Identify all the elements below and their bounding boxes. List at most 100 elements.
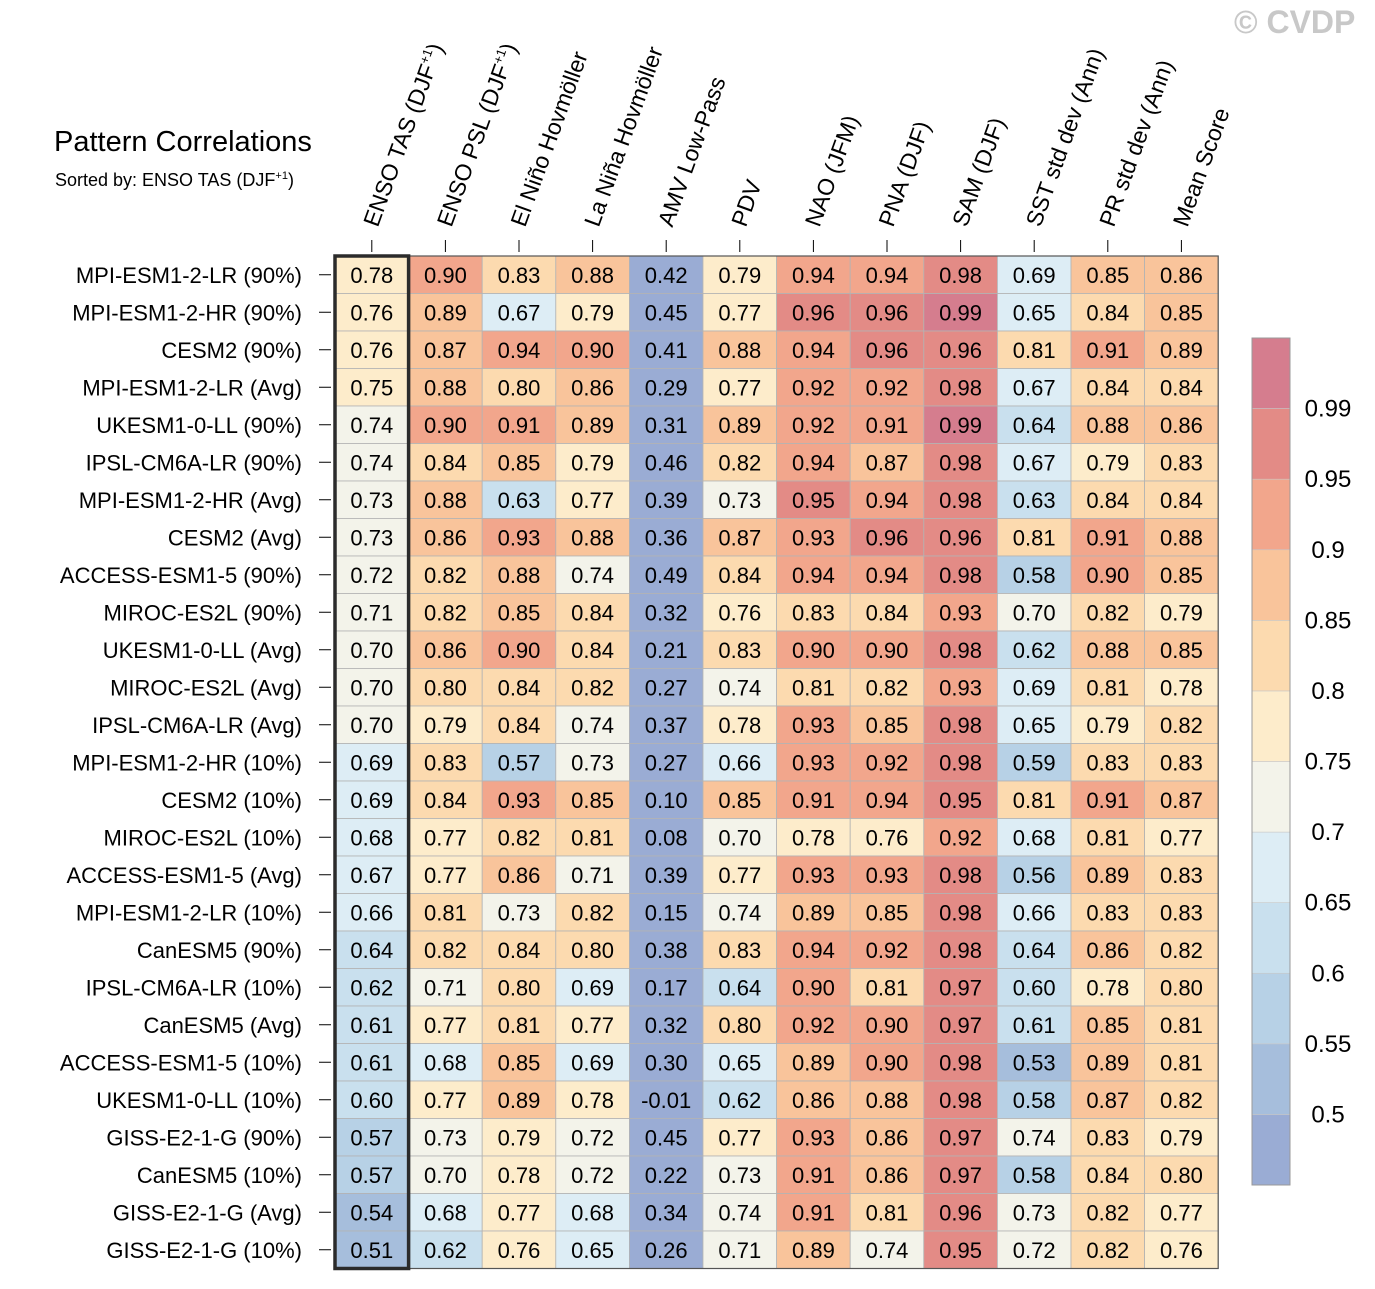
cell-value: 0.62 — [1013, 638, 1056, 663]
cell-value: 0.88 — [1086, 413, 1129, 438]
colorbar-label: 0.5 — [1311, 1101, 1344, 1128]
colorbar-segment — [1251, 478, 1291, 551]
heatmap-cell — [408, 518, 483, 557]
cell-value: 0.39 — [645, 863, 688, 888]
cell-value: 0.90 — [1086, 563, 1129, 588]
heatmap-cell — [923, 1005, 998, 1044]
cell-value: 0.78 — [571, 1088, 614, 1113]
cell-value: 0.17 — [645, 975, 688, 1000]
cell-value: 0.81 — [571, 825, 614, 850]
cell-value: 0.92 — [866, 375, 909, 400]
cell-value: 0.79 — [1086, 450, 1129, 475]
heatmap-cell — [555, 443, 630, 482]
cell-value: 0.89 — [1086, 863, 1129, 888]
cell-value: 0.91 — [866, 413, 909, 438]
cell-value: 0.67 — [1013, 375, 1056, 400]
cell-value: 0.30 — [645, 1050, 688, 1075]
cell-value: 0.22 — [645, 1163, 688, 1188]
cell-value: 0.82 — [571, 675, 614, 700]
cell-value: 0.76 — [350, 338, 393, 363]
heatmap-cell — [776, 1230, 851, 1269]
cell-value: 0.77 — [571, 488, 614, 513]
cell-value: 0.91 — [1086, 525, 1129, 550]
cell-value: 0.64 — [350, 938, 393, 963]
cell-value: 0.34 — [645, 1200, 688, 1225]
cell-value: 0.94 — [792, 338, 835, 363]
cell-value: 0.72 — [350, 563, 393, 588]
heatmap-cell — [629, 818, 704, 857]
cell-value: 0.81 — [866, 1200, 909, 1225]
colorbar-label: 0.6 — [1311, 960, 1344, 987]
cell-value: 0.76 — [718, 600, 761, 625]
heatmap-cell — [849, 443, 925, 482]
heatmap-cell — [629, 1230, 704, 1269]
cell-value: -0.01 — [641, 1088, 691, 1113]
cell-value: 0.83 — [1086, 900, 1129, 925]
cell-value: 0.08 — [645, 825, 688, 850]
cell-value: 0.79 — [571, 300, 614, 325]
heatmap-cell — [849, 1155, 925, 1194]
heatmap-cell — [776, 705, 851, 744]
column-label: NAO (JFM) — [800, 112, 864, 230]
cell-value: 0.92 — [792, 413, 835, 438]
heatmap-cell — [1070, 1118, 1145, 1157]
heatmap-cell — [849, 555, 925, 594]
colorbar-label: 0.99 — [1305, 396, 1352, 423]
heatmap-cell — [702, 593, 777, 632]
cell-value: 0.93 — [792, 750, 835, 775]
cell-value: 0.90 — [424, 263, 467, 288]
cell-value: 0.84 — [1086, 1163, 1129, 1188]
cell-value: 0.93 — [792, 525, 835, 550]
cell-value: 0.94 — [792, 263, 835, 288]
cell-value: 0.76 — [350, 300, 393, 325]
cell-value: 0.84 — [498, 713, 541, 738]
heatmap-cell — [776, 668, 851, 707]
cell-value: 0.89 — [571, 413, 614, 438]
heatmap-cell — [334, 1005, 409, 1044]
heatmap-cell — [408, 705, 483, 744]
row-label: MIROC-ES2L (Avg) — [110, 675, 302, 700]
column-headers: ENSO TAS (DJF+1)ENSO PSL (DJF+1)El Niño … — [358, 40, 1235, 252]
heatmap-cell — [555, 518, 630, 557]
heatmap-cell — [334, 293, 409, 332]
cell-value: 0.70 — [718, 825, 761, 850]
heatmap-cell — [702, 1118, 777, 1157]
cell-value: 0.74 — [718, 1200, 761, 1225]
heatmap-cell — [776, 855, 851, 894]
cell-value: 0.73 — [718, 1163, 761, 1188]
cell-value: 0.29 — [645, 375, 688, 400]
heatmap-cell — [997, 855, 1072, 894]
heatmap-cell — [481, 893, 557, 932]
heatmap-cell — [702, 780, 777, 819]
heatmap-cell — [334, 368, 409, 407]
heatmap-cell — [334, 255, 409, 294]
heatmap-cell — [408, 1155, 483, 1194]
cell-value: 0.54 — [350, 1200, 393, 1225]
heatmap-cell — [1070, 1005, 1145, 1044]
cell-value: 0.98 — [939, 938, 982, 963]
heatmap-cell — [481, 1118, 557, 1157]
cell-value: 0.72 — [1013, 1238, 1056, 1263]
column-label: SST std dev (Ann) — [1020, 45, 1109, 230]
cell-value: 0.15 — [645, 900, 688, 925]
cell-value: 0.77 — [718, 863, 761, 888]
heatmap-cell — [334, 780, 409, 819]
cell-value: 0.79 — [1160, 600, 1203, 625]
cell-value: 0.57 — [350, 1125, 393, 1150]
cell-value: 0.82 — [866, 675, 909, 700]
heatmap-cell — [1144, 255, 1219, 294]
heatmap-cell — [629, 1080, 704, 1119]
cell-value: 0.96 — [939, 525, 982, 550]
cell-value: 0.98 — [939, 1050, 982, 1075]
cell-value: 0.74 — [571, 713, 614, 738]
heatmap-cell — [1144, 1230, 1219, 1269]
cell-value: 0.61 — [350, 1050, 393, 1075]
heatmap-cell — [997, 705, 1072, 744]
cell-value: 0.81 — [792, 675, 835, 700]
heatmap-cell — [555, 668, 630, 707]
cell-value: 0.88 — [571, 525, 614, 550]
heatmap-cell — [923, 630, 998, 669]
cell-value: 0.86 — [866, 1163, 909, 1188]
heatmap-cell — [923, 443, 998, 482]
column-label: El Niño Hovmöller — [505, 48, 592, 230]
